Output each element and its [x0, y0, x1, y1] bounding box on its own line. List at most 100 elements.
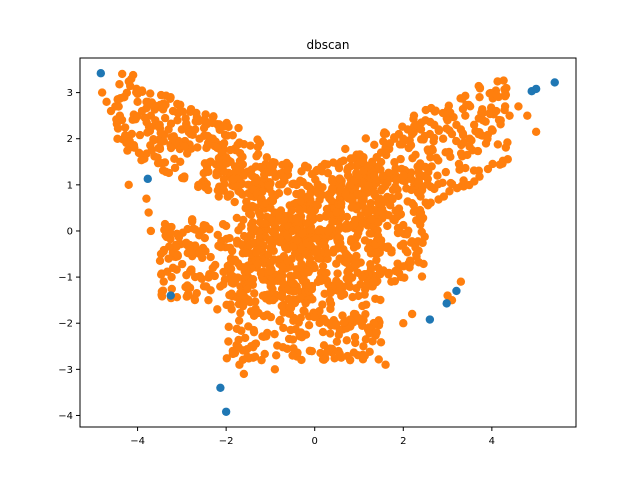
cluster-point	[361, 300, 371, 309]
cluster-point	[268, 162, 278, 171]
cluster-point	[334, 163, 344, 173]
cluster-point	[399, 319, 408, 328]
cluster-point	[434, 125, 443, 134]
cluster-point	[149, 135, 158, 144]
cluster-point	[164, 125, 173, 134]
cluster-point	[182, 120, 191, 130]
cluster-point	[469, 120, 479, 130]
cluster-point	[270, 329, 279, 339]
cluster-point	[277, 292, 287, 302]
noise-point	[531, 84, 541, 94]
cluster-point	[501, 89, 510, 99]
cluster-point	[459, 138, 468, 147]
cluster-point	[501, 143, 511, 152]
cluster-point	[363, 244, 373, 253]
cluster-point	[342, 336, 351, 345]
cluster-point	[137, 106, 147, 116]
points-layer	[96, 69, 559, 416]
cluster-point	[230, 255, 240, 265]
cluster-point	[391, 266, 400, 276]
y-tick-label: 1	[67, 180, 73, 191]
cluster-point	[144, 208, 153, 217]
cluster-point	[404, 143, 413, 153]
cluster-point	[224, 337, 233, 346]
cluster-point	[376, 295, 385, 305]
cluster-point	[225, 290, 234, 300]
cluster-point	[242, 197, 251, 206]
cluster-point	[443, 116, 452, 125]
cluster-point	[278, 343, 288, 352]
cluster-point	[180, 142, 189, 151]
cluster-point	[358, 201, 367, 210]
cluster-point	[219, 267, 228, 277]
chart-title: dbscan	[306, 38, 349, 52]
cluster-point	[306, 254, 315, 263]
cluster-point	[179, 174, 189, 183]
cluster-point	[199, 282, 209, 291]
cluster-point	[407, 309, 417, 319]
cluster-point	[360, 290, 369, 299]
y-tick-label: 0	[67, 226, 73, 237]
cluster-point	[239, 290, 248, 300]
cluster-point	[496, 116, 505, 125]
cluster-point	[277, 262, 287, 271]
cluster-point	[271, 351, 281, 360]
cluster-point	[298, 229, 307, 238]
y-tick-label: 3	[67, 88, 73, 99]
cluster-point	[392, 176, 401, 185]
cluster-point	[373, 231, 383, 241]
cluster-point	[372, 255, 381, 265]
cluster-point	[193, 182, 203, 192]
cluster-point	[330, 354, 339, 363]
cluster-point	[411, 243, 420, 252]
cluster-point	[327, 196, 336, 205]
cluster-point	[256, 269, 266, 278]
cluster-point	[429, 137, 438, 146]
cluster-point	[322, 204, 332, 214]
cluster-point	[441, 167, 451, 177]
cluster-point	[328, 177, 337, 186]
cluster-point	[208, 113, 218, 122]
cluster-point	[135, 130, 145, 140]
cluster-point	[306, 225, 315, 235]
cluster-point	[401, 246, 410, 255]
noise-point	[452, 286, 461, 296]
cluster-point	[469, 166, 479, 175]
cluster-point	[236, 240, 246, 249]
cluster-point	[266, 282, 275, 291]
cluster-point	[414, 176, 423, 185]
cluster-point	[168, 263, 178, 273]
cluster-point	[319, 314, 329, 323]
cluster-point	[283, 187, 292, 196]
cluster-point	[369, 171, 379, 180]
cluster-point	[219, 122, 228, 131]
cluster-point	[253, 259, 263, 269]
cluster-point	[361, 335, 371, 344]
cluster-point	[214, 192, 223, 201]
cluster-point	[234, 335, 243, 345]
cluster-point	[168, 106, 178, 116]
cluster-point	[160, 113, 170, 123]
cluster-point	[470, 177, 479, 186]
cluster-point	[374, 355, 383, 364]
cluster-point	[266, 312, 276, 322]
cluster-point	[505, 111, 514, 120]
cluster-point	[239, 215, 248, 225]
y-axis: −4 −3 −2 −1 0 1 2 3	[58, 88, 80, 422]
cluster-point	[389, 214, 398, 223]
cluster-point	[356, 211, 366, 220]
cluster-point	[289, 344, 298, 353]
cluster-point	[224, 322, 233, 332]
cluster-point	[323, 346, 333, 356]
cluster-point	[218, 220, 228, 229]
cluster-point	[305, 191, 314, 200]
cluster-point	[409, 111, 419, 120]
cluster-point	[364, 181, 373, 190]
cluster-point	[281, 243, 290, 252]
cluster-point	[475, 92, 484, 102]
cluster-point	[458, 94, 467, 103]
cluster-point	[310, 312, 319, 322]
cluster-point	[414, 168, 423, 177]
cluster-point	[348, 154, 357, 163]
cluster-point	[459, 176, 468, 185]
